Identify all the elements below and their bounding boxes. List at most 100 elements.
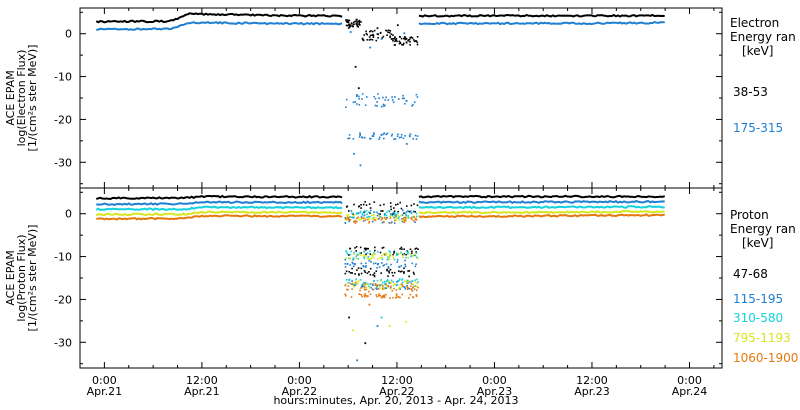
data-point bbox=[378, 284, 381, 287]
data-point bbox=[347, 137, 349, 140]
data-point bbox=[406, 286, 408, 288]
data-point bbox=[415, 263, 417, 265]
data-point bbox=[392, 40, 394, 42]
data-point bbox=[372, 36, 375, 38]
data-point bbox=[415, 93, 418, 96]
x-tick-label: 0:00 bbox=[677, 374, 702, 387]
data-point bbox=[347, 254, 350, 256]
data-point bbox=[395, 204, 397, 206]
data-point bbox=[372, 34, 375, 37]
data-point bbox=[360, 207, 362, 209]
data-point bbox=[416, 256, 418, 259]
data-point bbox=[391, 133, 394, 136]
data-point bbox=[365, 255, 367, 257]
x-tick-label: 0:00 bbox=[92, 374, 117, 387]
data-point bbox=[396, 296, 398, 298]
data-point bbox=[357, 26, 359, 28]
data-point bbox=[348, 26, 351, 29]
data-point bbox=[406, 280, 408, 283]
data-point bbox=[376, 325, 379, 327]
data-point bbox=[369, 30, 371, 33]
data-point bbox=[355, 217, 358, 220]
data-point bbox=[345, 98, 348, 101]
data-point bbox=[393, 138, 395, 140]
data-point bbox=[352, 253, 355, 255]
data-point bbox=[379, 32, 382, 34]
data-point bbox=[379, 204, 382, 207]
data-point bbox=[352, 101, 355, 104]
data-point bbox=[392, 296, 394, 299]
data-point bbox=[370, 258, 372, 260]
data-point bbox=[401, 43, 403, 46]
data-point bbox=[389, 253, 392, 255]
data-point bbox=[373, 272, 376, 274]
data-point bbox=[391, 38, 393, 40]
data-point bbox=[393, 212, 396, 214]
y-tick-label: -30 bbox=[54, 156, 72, 169]
data-point bbox=[405, 282, 408, 285]
data-point bbox=[406, 217, 408, 219]
data-point bbox=[385, 218, 387, 221]
data-point bbox=[414, 254, 417, 257]
data-point bbox=[390, 285, 392, 288]
data-point bbox=[371, 253, 374, 256]
data-point bbox=[395, 293, 398, 295]
data-point bbox=[389, 268, 392, 271]
data-point bbox=[358, 273, 360, 275]
data-point bbox=[344, 218, 347, 220]
data-point bbox=[397, 214, 399, 216]
data-point bbox=[386, 279, 389, 281]
data-point bbox=[393, 258, 396, 261]
data-point bbox=[413, 285, 415, 288]
y-axis-label: [1/(cm²s ster MeV)] bbox=[26, 225, 39, 332]
data-point bbox=[389, 35, 391, 38]
data-point bbox=[361, 93, 364, 95]
data-point bbox=[386, 34, 388, 36]
data-point bbox=[349, 257, 351, 259]
data-point bbox=[350, 250, 352, 253]
data-point bbox=[368, 220, 371, 223]
data-point bbox=[355, 255, 358, 258]
data-point bbox=[356, 94, 358, 96]
data-point bbox=[402, 253, 405, 255]
data-point bbox=[409, 285, 412, 287]
data-point bbox=[362, 283, 364, 285]
data-point bbox=[357, 217, 360, 220]
data-point bbox=[390, 279, 393, 282]
data-point bbox=[389, 297, 391, 299]
data-point bbox=[369, 207, 372, 209]
data-point bbox=[392, 281, 394, 283]
data-point bbox=[394, 36, 396, 38]
data-point bbox=[396, 40, 398, 43]
data-point bbox=[398, 136, 401, 139]
data-point bbox=[401, 248, 403, 250]
data-point bbox=[375, 287, 377, 290]
data-point bbox=[401, 220, 404, 223]
y-axis-label: log(Proton Flux) bbox=[15, 234, 28, 321]
data-point bbox=[402, 219, 404, 222]
data-point bbox=[383, 132, 386, 135]
data-point bbox=[362, 217, 365, 219]
data-point bbox=[352, 262, 354, 265]
data-point bbox=[386, 216, 388, 219]
data-point bbox=[359, 164, 362, 167]
data-point bbox=[386, 258, 389, 261]
data-point bbox=[365, 286, 368, 289]
data-point bbox=[402, 137, 405, 140]
data-point bbox=[401, 97, 404, 100]
data-point bbox=[347, 216, 349, 219]
data-point bbox=[351, 261, 354, 264]
data-point bbox=[365, 32, 368, 35]
data-point bbox=[348, 134, 351, 136]
data-point bbox=[362, 203, 365, 206]
data-point bbox=[352, 214, 354, 217]
data-point bbox=[353, 21, 355, 24]
data-point bbox=[364, 210, 366, 213]
data-point bbox=[392, 34, 394, 36]
data-point bbox=[410, 204, 413, 207]
data-point bbox=[388, 250, 391, 252]
data-point bbox=[344, 263, 347, 265]
data-point bbox=[409, 210, 412, 212]
data-point bbox=[358, 136, 361, 138]
